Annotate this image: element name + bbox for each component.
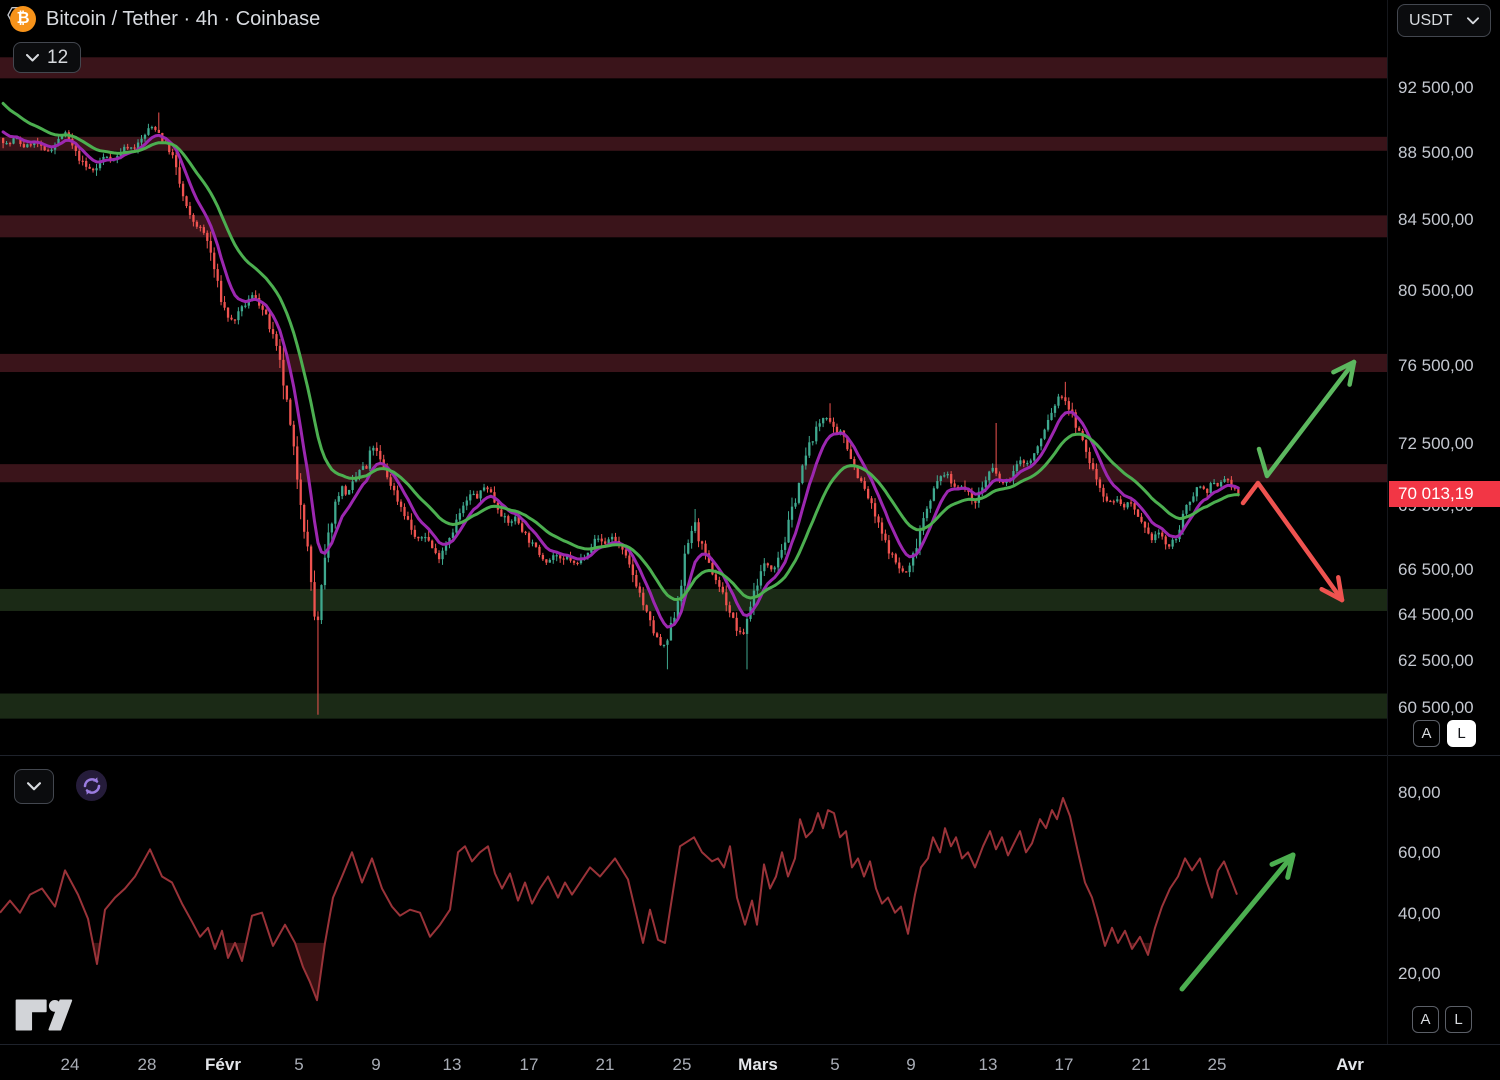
price-tick-label: 66 500,00 xyxy=(1398,560,1474,580)
last-price-badge: 70 013,19 xyxy=(1389,481,1500,507)
price-tick-label: 76 500,00 xyxy=(1398,355,1474,375)
zone-support[interactable] xyxy=(0,693,1388,719)
alerts-button-main[interactable]: A xyxy=(1413,720,1440,747)
object-count-label: 12 xyxy=(47,46,69,68)
time-tick-label: 17 xyxy=(519,1055,539,1074)
log-scale-button-indicator[interactable]: L xyxy=(1445,1006,1472,1033)
time-tick-label: Févr xyxy=(205,1055,241,1074)
tradingview-logo[interactable] xyxy=(12,994,74,1036)
price-tick-label: 80 500,00 xyxy=(1398,281,1474,301)
symbol-title[interactable]: Bitcoin / Tether · 4h · Coinbase xyxy=(46,7,321,30)
zone-resistance[interactable] xyxy=(0,215,1388,238)
bearish-arrow-head xyxy=(1336,575,1345,603)
time-tick-label: 13 xyxy=(978,1055,998,1074)
time-tick-label: 13 xyxy=(442,1055,462,1074)
time-tick-label: 24 xyxy=(60,1055,80,1074)
time-tick-label: 25 xyxy=(672,1055,692,1074)
zone-resistance[interactable] xyxy=(0,57,1388,79)
bullish-arrow-head xyxy=(1331,359,1357,375)
indicator-line[interactable] xyxy=(0,797,1238,1002)
zone-support[interactable] xyxy=(0,588,1388,611)
bitcoin-icon: ₿ xyxy=(10,6,36,32)
indicator-tick-label: 60,00 xyxy=(1398,843,1441,863)
zone-resistance[interactable] xyxy=(0,353,1388,373)
price-tick-label: 72 500,00 xyxy=(1398,434,1474,454)
indicator-bullish-arrow-head xyxy=(1269,852,1296,867)
indicator-bullish-arrow-head xyxy=(1285,852,1296,880)
bearish-arrow-head xyxy=(1319,586,1345,603)
candle-bodies xyxy=(2,126,1240,647)
symbol-header: ₿ Bitcoin / Tether · 4h · Coinbase xyxy=(10,6,320,32)
ema-fast-line[interactable] xyxy=(1,130,1240,629)
bearish-arrow[interactable] xyxy=(1240,480,1345,603)
time-tick-label: 5 xyxy=(830,1055,840,1074)
chevron-down-icon xyxy=(26,53,39,61)
time-tick-label: Mars xyxy=(738,1055,778,1074)
time-tick-label: 21 xyxy=(1131,1055,1151,1074)
object-count-button[interactable]: 12 xyxy=(13,42,82,73)
indicator-tick-label: 80,00 xyxy=(1398,783,1441,802)
price-tick-label: 88 500,00 xyxy=(1398,142,1474,162)
log-scale-button-main[interactable]: L xyxy=(1447,720,1476,747)
indicator-collapse-button[interactable] xyxy=(14,769,54,804)
zone-resistance[interactable] xyxy=(0,136,1388,151)
ema-slow-line[interactable] xyxy=(1,101,1240,601)
price-tick-label: 84 500,00 xyxy=(1398,210,1474,230)
price-tick-label: 62 500,00 xyxy=(1398,650,1474,670)
time-tick-label: 9 xyxy=(906,1055,916,1074)
time-tick-label: 25 xyxy=(1207,1055,1227,1074)
price-tick-label: 92 500,00 xyxy=(1398,78,1474,97)
indicator-tick-label: 20,00 xyxy=(1398,964,1441,984)
time-tick-label: 17 xyxy=(1054,1055,1074,1074)
zone-resistance[interactable] xyxy=(0,464,1388,483)
time-tick-label: 28 xyxy=(137,1055,157,1074)
bullish-arrow-head xyxy=(1347,359,1357,387)
alerts-button-indicator[interactable]: A xyxy=(1412,1006,1439,1033)
indicator-refresh-button[interactable] xyxy=(76,770,107,801)
time-tick-label: 9 xyxy=(371,1055,381,1074)
time-tick-label: 5 xyxy=(294,1055,304,1074)
indicator-oversold-fill xyxy=(296,942,324,1001)
currency-label: USDT xyxy=(1409,11,1453,29)
time-tick-label: Avr xyxy=(1336,1055,1364,1074)
refresh-icon xyxy=(83,776,100,795)
indicator-tick-label: 40,00 xyxy=(1398,903,1441,923)
price-tick-label: 60 500,00 xyxy=(1398,698,1474,718)
price-tick-label: 64 500,00 xyxy=(1398,604,1474,624)
chevron-down-icon xyxy=(1467,16,1479,24)
bullish-arrow[interactable] xyxy=(1256,359,1357,479)
time-tick-label: 21 xyxy=(595,1055,615,1074)
chevron-down-icon xyxy=(27,782,41,791)
candle-wicks xyxy=(2,112,1239,715)
currency-dropdown[interactable]: USDT xyxy=(1397,4,1491,37)
indicator-bullish-arrow[interactable] xyxy=(1179,852,1296,992)
